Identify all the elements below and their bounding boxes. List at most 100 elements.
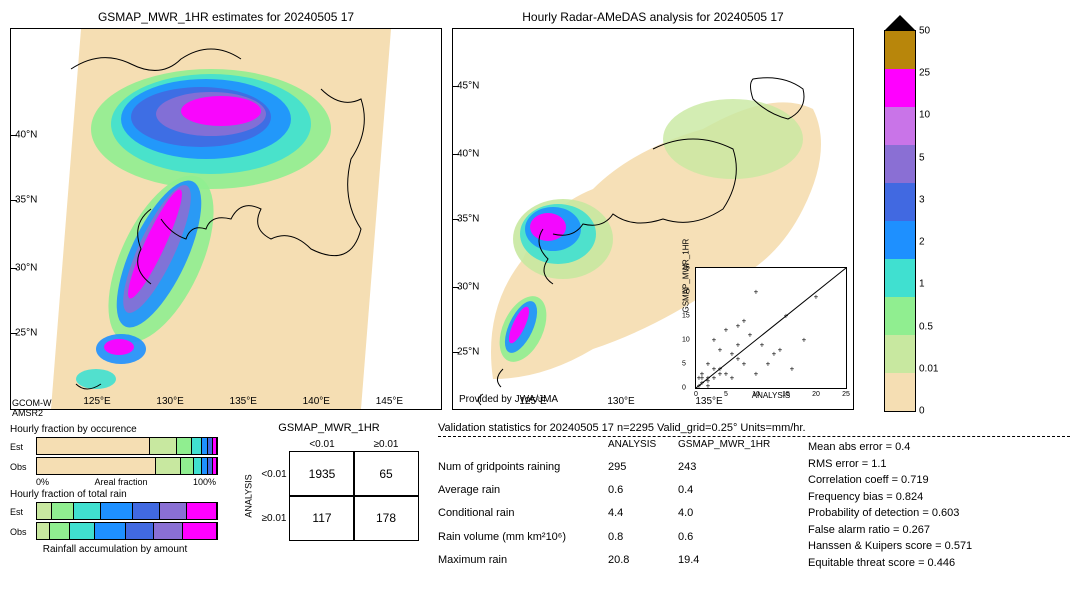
dashed-rule	[438, 436, 1070, 437]
metrics-list: Mean abs error = 0.4RMS error = 1.1Corre…	[808, 439, 972, 571]
top-row: GSMAP_MWR_1HR estimates for 20240505 17	[10, 10, 1070, 412]
bottom-row: Hourly fraction by occurence Est Obs 0% A…	[10, 422, 1070, 571]
colorbar-tick: 0.5	[919, 321, 933, 332]
occurrence-est-bar	[36, 437, 218, 455]
colorbar-segment	[885, 31, 915, 69]
axis-min: 0%	[36, 477, 49, 487]
scatter-ytick: 5	[682, 361, 686, 368]
colorbar-segment	[885, 107, 915, 145]
scatter-point: +	[766, 360, 771, 369]
scatter-ylabel: GSMAP_MWR_1HR	[682, 239, 691, 313]
colorbar-tick: 1	[919, 279, 925, 290]
scatter-point: +	[778, 345, 783, 354]
accum-title: Rainfall accumulation by amount	[10, 544, 220, 555]
occurrence-obs-bar	[36, 457, 218, 475]
scatter-point: +	[736, 321, 741, 330]
gsmap-title: GSMAP_MWR_1HR estimates for 20240505 17	[10, 10, 442, 24]
map-ytick: 40°N	[15, 130, 37, 141]
radar-panel: Hourly Radar-AMeDAS analysis for 2024050…	[452, 10, 854, 412]
stats-row-analysis: 295	[608, 461, 678, 478]
stats-row-label: Conditional rain	[438, 507, 608, 524]
fraction-segment	[183, 523, 217, 539]
colorbar-segment	[885, 183, 915, 221]
radar-map: Provided by JWA/JMA GSMAP_MWR_1HR ANALYS…	[452, 28, 854, 410]
cont-row-1: ≥0.01	[262, 513, 287, 524]
totalrain-obs-bar	[36, 522, 218, 540]
cont-col-1: ≥0.01	[374, 439, 399, 450]
scatter-point: +	[772, 350, 777, 359]
map-xtick: 135°E	[695, 396, 722, 407]
stats-row-analysis: 0.6	[608, 484, 678, 501]
metric-row: Correlation coeff = 0.719	[808, 472, 972, 489]
axis-label: Areal fraction	[94, 477, 147, 487]
fraction-segment	[70, 523, 95, 539]
metric-row: Frequency bias = 0.824	[808, 489, 972, 506]
stats-row-gsmap: 4.0	[678, 507, 788, 524]
fraction-segment	[74, 503, 101, 519]
map-xtick: 125°E	[83, 396, 110, 407]
map-ytick: 30°N	[15, 263, 37, 274]
gsmap-map: 40°N35°N30°N25°N125°E130°E135°E140°E145°…	[10, 28, 442, 410]
colorbar-wrap: 50251053210.50.010	[884, 10, 916, 412]
occurrence-title: Hourly fraction by occurence	[10, 424, 220, 435]
colorbar-tick: 25	[919, 68, 930, 79]
scatter-ytick: 10	[682, 337, 690, 344]
stats-title: Validation statistics for 20240505 17 n=…	[438, 422, 1070, 434]
stats-row-label: Num of gridpoints raining	[438, 461, 608, 478]
scatter-point: +	[706, 381, 711, 390]
colorbar-segment	[885, 335, 915, 373]
fraction-segment	[37, 458, 156, 474]
fraction-segment	[52, 503, 74, 519]
stats-row-label: Maximum rain	[438, 554, 608, 571]
stats-row-analysis: 4.4	[608, 507, 678, 524]
cont-cell-01: 65	[353, 451, 419, 497]
metric-row: False alarm ratio = 0.267	[808, 522, 972, 539]
fraction-segment	[101, 503, 133, 519]
obs-label-1: Obs	[10, 462, 32, 472]
map-xtick: 130°E	[607, 396, 634, 407]
stats-table: ANALYSIS GSMAP_MWR_1HR Num of gridpoints…	[438, 439, 788, 571]
scatter-point: +	[697, 374, 702, 383]
stats-row-analysis: 0.8	[608, 531, 678, 548]
scatter-point: +	[736, 340, 741, 349]
stats-section: Validation statistics for 20240505 17 n=…	[438, 422, 1070, 571]
colorbar-tick: 50	[919, 26, 930, 37]
stats-hdr-gsmap: GSMAP_MWR_1HR	[678, 439, 788, 455]
scatter-point: +	[760, 340, 765, 349]
map-xtick: 130°E	[156, 396, 183, 407]
colorbar: 50251053210.50.010	[884, 30, 916, 412]
fraction-segment	[194, 458, 202, 474]
map-ytick: 30°N	[457, 282, 479, 293]
cont-col-0: <0.01	[309, 439, 334, 450]
contingency-grid: <0.01 ≥0.01 ANALYSIS <0.01 1935 65 ≥0.01…	[240, 436, 418, 540]
gsmap-swath	[11, 29, 441, 409]
scatter-point: +	[730, 350, 735, 359]
scatter-point: +	[724, 326, 729, 335]
fraction-segment	[177, 438, 192, 454]
totalrain-est-bar	[36, 502, 218, 520]
fraction-segment	[160, 503, 187, 519]
stats-row-gsmap: 19.4	[678, 554, 788, 571]
map-ytick: 40°N	[457, 149, 479, 160]
fraction-segment	[37, 503, 52, 519]
cont-cell-00: 1935	[289, 451, 355, 497]
fraction-segment	[37, 438, 150, 454]
scatter-point: +	[754, 288, 759, 297]
scatter-point: +	[706, 360, 711, 369]
scatter-point: +	[742, 316, 747, 325]
metric-row: RMS error = 1.1	[808, 456, 972, 473]
stats-row-analysis: 20.8	[608, 554, 678, 571]
cont-cell-11: 178	[353, 495, 419, 541]
colorbar-tick: 0	[919, 406, 925, 417]
est-label-2: Est	[10, 507, 32, 517]
stats-row-gsmap: 0.6	[678, 531, 788, 548]
scatter-point: +	[730, 374, 735, 383]
map-xtick: 145°E	[376, 396, 403, 407]
scatter-point: +	[742, 360, 747, 369]
stats-row-label: Average rain	[438, 484, 608, 501]
colorbar-arrow-icon	[884, 15, 916, 31]
stats-row-gsmap: 0.4	[678, 484, 788, 501]
colorbar-tick: 5	[919, 152, 925, 163]
fraction-segment	[187, 503, 217, 519]
scatter-ytick: 25	[682, 265, 690, 272]
